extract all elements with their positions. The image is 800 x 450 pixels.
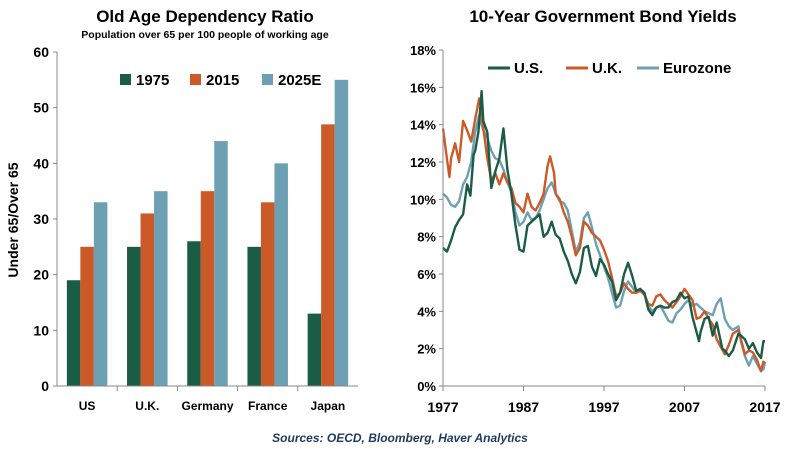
source-note: Sources: OECD, Bloomberg, Haver Analytic… (272, 431, 528, 445)
bar-1975-Japan (307, 313, 322, 386)
line-series-uk (441, 97, 766, 373)
line-chart-x-ticks: 1977 1987 1997 2007 2017 (427, 386, 781, 415)
line-y-tick-label: 16% (410, 80, 436, 95)
bar-2015-Germany (200, 191, 215, 386)
bar-chart-y-ticks: 0 10 20 30 40 50 60 (33, 44, 57, 394)
line-x-tick-label: 2007 (669, 399, 700, 415)
bar-1975-US (66, 280, 81, 386)
line-y-tick-label: 12% (410, 155, 436, 170)
bar-x-tick-label: U.K. (135, 399, 159, 413)
line-y-tick-label: 8% (417, 230, 436, 245)
bar-2015-Japan (321, 124, 335, 386)
bar-chart-title: Old Age Dependency Ratio (96, 7, 314, 26)
line-chart-series (441, 89, 767, 373)
line-chart-title: 10-Year Government Bond Yields (469, 7, 736, 26)
bar-y-tick-label: 20 (33, 267, 49, 283)
bar-2025E-US (93, 202, 108, 386)
bar-1975-U.K. (127, 246, 141, 386)
bar-chart-x-ticks: US U.K. Germany France Japan (79, 386, 345, 413)
line-x-tick-label: 2017 (749, 399, 780, 415)
bar-x-tick-label: France (248, 399, 288, 413)
line-y-tick-label: 0% (417, 379, 436, 394)
bar-chart-legend: 1975 2015 2025E (120, 72, 321, 89)
bar-2015-US (80, 246, 94, 386)
bar-2025E-Japan (334, 79, 349, 386)
bar-x-tick-label: Japan (311, 399, 346, 413)
bar-chart-subtitle: Population over 65 per 100 people of wor… (81, 29, 329, 41)
line-y-tick-label: 2% (417, 342, 436, 357)
bar-legend-swatch (190, 74, 201, 85)
line-legend-label: Eurozone (663, 60, 731, 77)
line-chart-y-ticks: 0% 2% 4% 6% 8% 10% 12% 14% 16% 18% (410, 43, 443, 394)
line-x-tick-label: 1987 (508, 399, 539, 415)
line-series-us (442, 89, 765, 360)
line-y-tick-label: 18% (410, 43, 436, 58)
line-y-tick-label: 6% (417, 267, 436, 282)
bar-legend-label: 2015 (206, 72, 239, 89)
bar-x-tick-label: US (79, 399, 96, 413)
bar-x-tick-label: Germany (181, 399, 233, 413)
bond-yields-chart: 10-Year Government Bond Yields U.S. U.K. E… (410, 7, 781, 415)
bar-legend-swatch (262, 74, 273, 85)
bar-1975-Germany (187, 241, 201, 386)
bar-y-tick-label: 50 (33, 100, 49, 116)
bar-y-tick-label: 0 (41, 378, 49, 394)
bar-legend-swatch (120, 74, 131, 85)
bar-y-tick-label: 30 (33, 211, 49, 227)
bar-1975-France (247, 246, 261, 386)
bar-y-tick-label: 40 (33, 155, 49, 171)
bar-chart-bars (66, 79, 349, 386)
bar-2015-France (260, 202, 275, 386)
line-series-eurozone (442, 114, 767, 373)
bar-2025E-Germany (214, 141, 228, 386)
line-x-tick-label: 1977 (427, 399, 458, 415)
bar-chart-y-axis-label: Under 65/Over 65 (5, 162, 21, 277)
bar-y-tick-label: 60 (33, 44, 49, 60)
bar-2015-U.K. (140, 213, 155, 386)
line-y-tick-label: 4% (417, 304, 436, 319)
line-y-tick-label: 14% (410, 118, 436, 133)
bar-2025E-France (274, 163, 288, 386)
bar-legend-label: 2025E (278, 72, 321, 89)
line-legend-label: U.K. (592, 60, 622, 77)
line-legend-label: U.S. (514, 60, 543, 77)
bar-y-tick-label: 10 (33, 322, 49, 338)
dependency-ratio-chart: Old Age Dependency Ratio Population over… (5, 7, 358, 413)
line-chart-legend: U.S. U.K. Eurozone (488, 60, 731, 77)
line-y-tick-label: 10% (410, 192, 436, 207)
bar-legend-label: 1975 (136, 72, 169, 89)
bar-2025E-U.K. (154, 191, 168, 386)
line-x-tick-label: 1997 (588, 399, 619, 415)
